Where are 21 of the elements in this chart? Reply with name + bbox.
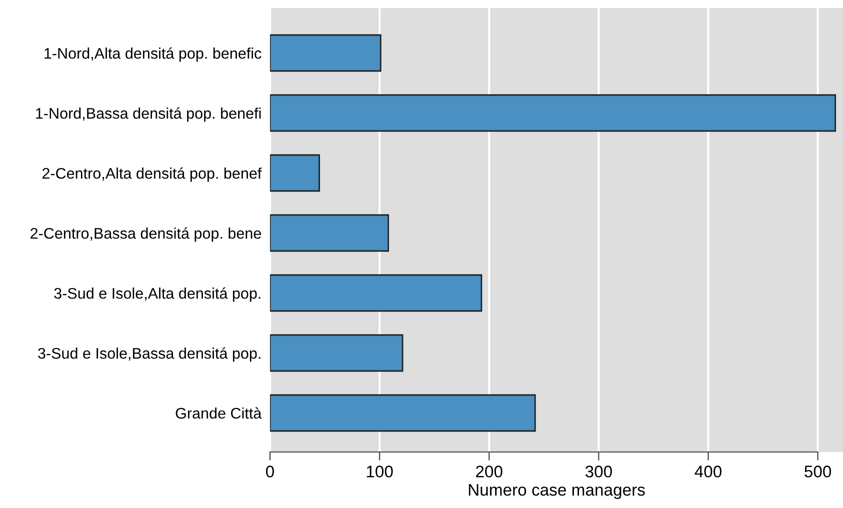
- bar: [270, 214, 390, 252]
- bar: [270, 334, 404, 372]
- y-tick-label: 3-Sud e Isole,Bassa densitá pop.: [38, 347, 260, 362]
- bar: [270, 154, 320, 192]
- x-tick-label: 200: [476, 466, 502, 478]
- bar: [270, 394, 536, 432]
- x-tick-label: 100: [366, 466, 393, 478]
- x-tick-label: 300: [585, 466, 612, 478]
- y-tick-label: 2-Centro,Alta densitá pop. benef: [42, 167, 262, 182]
- x-tick-label: 500: [804, 466, 832, 478]
- y-tick-label: 2-Centro,Bassa densitá pop. bene: [30, 227, 262, 242]
- x-tick-label: 400: [694, 466, 722, 478]
- bar: [270, 274, 482, 312]
- y-tick-label: 1-Nord,Alta densitá pop. benefic: [44, 47, 262, 62]
- x-axis-title: Numero case managers: [468, 484, 645, 500]
- y-tick-label: 3-Sud e Isole,Alta densitá pop.: [54, 287, 260, 302]
- y-tick-label: Grande Città: [176, 407, 262, 419]
- bar: [270, 94, 836, 132]
- bar: [270, 34, 382, 72]
- y-tick-label: 1-Nord,Bassa densitá pop. benefi: [36, 107, 261, 122]
- x-tick-label: 0: [266, 466, 274, 478]
